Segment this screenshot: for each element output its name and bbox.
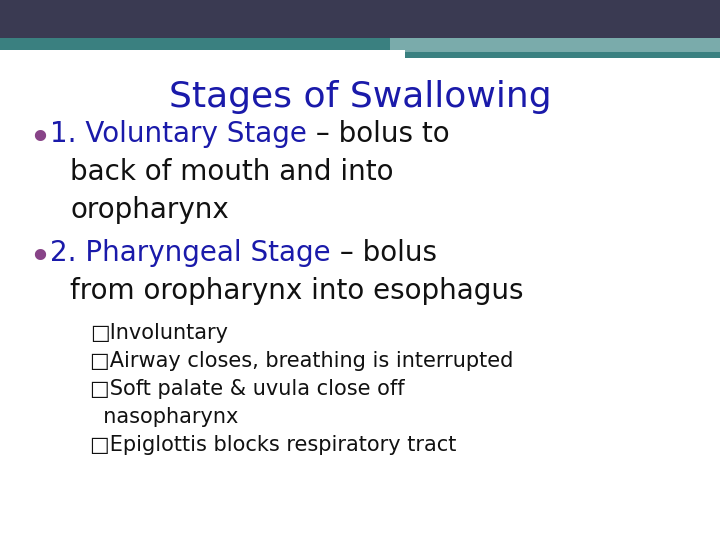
Text: 1. Voluntary Stage: 1. Voluntary Stage — [50, 120, 307, 148]
Text: – bolus: – bolus — [330, 239, 436, 267]
Text: •: • — [28, 239, 51, 277]
Text: □Airway closes, breathing is interrupted: □Airway closes, breathing is interrupted — [90, 351, 513, 371]
Text: Stages of Swallowing: Stages of Swallowing — [168, 80, 552, 114]
Text: nasopharynx: nasopharynx — [90, 407, 238, 427]
Text: from oropharynx into esophagus: from oropharynx into esophagus — [70, 277, 523, 305]
Text: □Epiglottis blocks respiratory tract: □Epiglottis blocks respiratory tract — [90, 435, 456, 455]
Bar — [0, 50, 405, 64]
Text: – bolus to: – bolus to — [307, 120, 449, 148]
Text: □Involuntary: □Involuntary — [90, 323, 228, 343]
Text: back of mouth and into: back of mouth and into — [70, 158, 394, 186]
Text: □Soft palate & uvula close off: □Soft palate & uvula close off — [90, 379, 405, 399]
Text: •: • — [28, 120, 51, 158]
Bar — [0, 0, 720, 38]
Text: oropharynx: oropharynx — [70, 196, 229, 224]
Text: 2. Pharyngeal Stage: 2. Pharyngeal Stage — [50, 239, 330, 267]
Bar — [0, 38, 720, 58]
Bar — [390, 38, 720, 52]
